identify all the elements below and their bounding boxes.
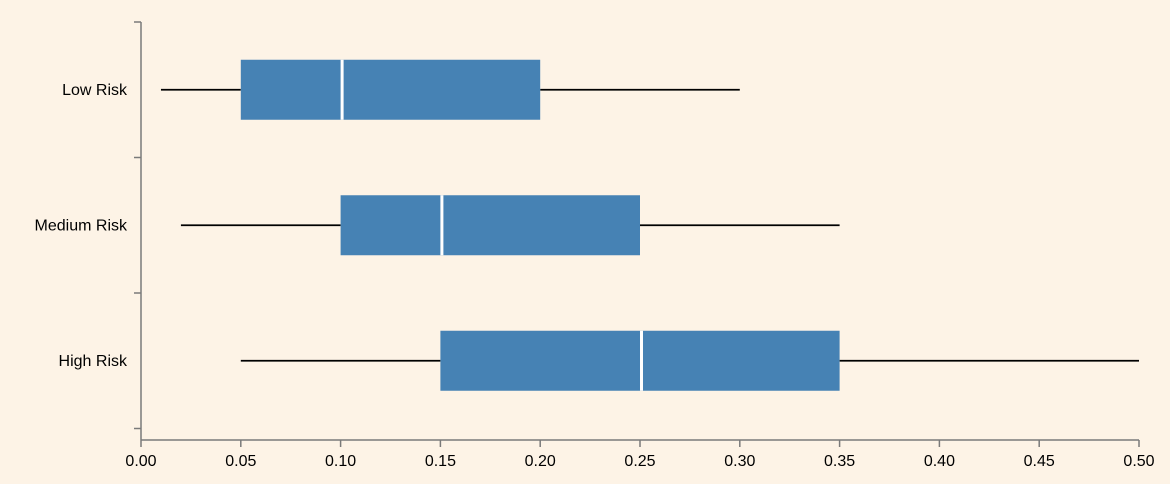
x-tick-label: 0.05 [225, 453, 256, 470]
x-tick-label: 0.30 [724, 453, 755, 470]
x-axis: 0.00 0.05 0.10 0.15 0.20 0.25 0.30 0.35 0.40 0.45… [125, 439, 1155, 470]
box-low-risk [160, 59, 740, 120]
box-high-risk [240, 330, 1139, 391]
y-axis: Low Risk Medium Risk High Risk [35, 21, 142, 440]
y-tick-label: Medium Risk [35, 217, 128, 234]
x-tick-label: 0.25 [624, 453, 655, 470]
x-tick-label: 0.50 [1123, 453, 1154, 470]
x-tick-label: 0.20 [525, 453, 556, 470]
x-tick-label: 0.00 [125, 453, 156, 470]
x-tick-label: 0.40 [924, 453, 955, 470]
x-tick-label: 0.10 [325, 453, 356, 470]
x-tick-label: 0.45 [1024, 453, 1055, 470]
y-tick-label: High Risk [59, 353, 128, 370]
box-medium-risk [180, 195, 840, 256]
x-tick-label: 0.15 [425, 453, 456, 470]
iqr-box [340, 195, 640, 256]
iqr-box [240, 59, 541, 120]
y-tick-label: Low Risk [62, 82, 128, 99]
x-tick-label: 0.35 [824, 453, 855, 470]
boxes [160, 59, 1139, 391]
